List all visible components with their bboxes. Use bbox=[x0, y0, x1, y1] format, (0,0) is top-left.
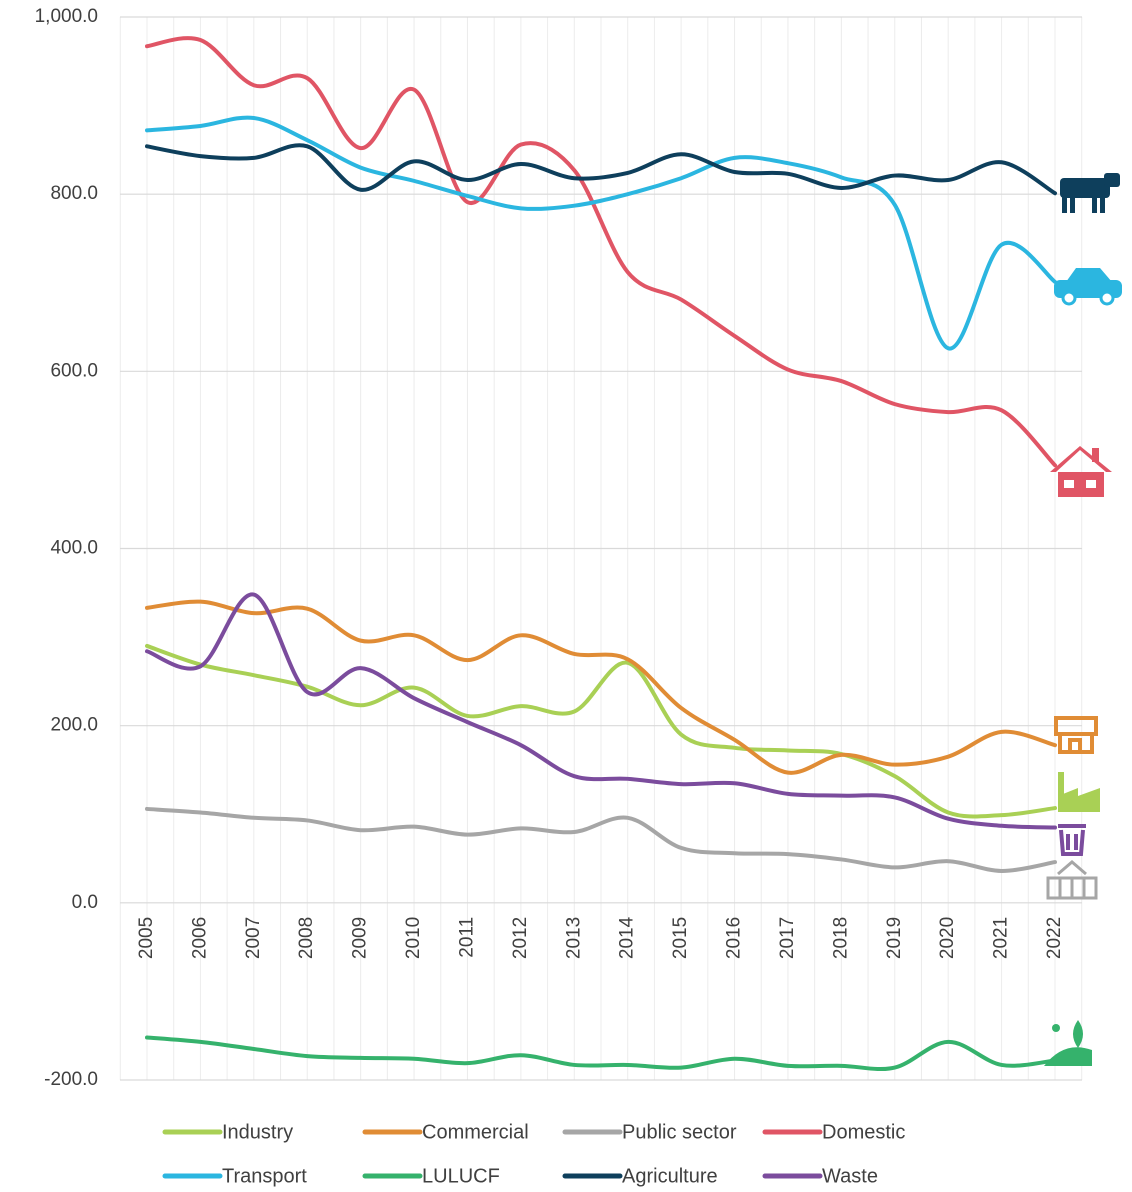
x-tick-label: 2013 bbox=[563, 917, 584, 959]
house-icon bbox=[1050, 446, 1112, 497]
y-tick-label: 0.0 bbox=[72, 892, 98, 913]
series-line bbox=[145, 36, 1057, 468]
shop-icon bbox=[1054, 716, 1098, 754]
legend-label: Industry bbox=[222, 1121, 293, 1143]
legend-label: Public sector bbox=[622, 1121, 737, 1143]
legend-label: Commercial bbox=[422, 1121, 529, 1143]
x-tick-label: 2008 bbox=[296, 917, 317, 959]
x-tick-label: 2014 bbox=[617, 916, 638, 959]
y-tick-label: 400.0 bbox=[50, 538, 98, 559]
x-tick-label: 2021 bbox=[991, 917, 1012, 959]
x-tick-label: 2016 bbox=[724, 917, 745, 959]
series-line bbox=[145, 643, 1057, 819]
x-tick-label: 2020 bbox=[937, 917, 958, 959]
y-tick-label: -200.0 bbox=[44, 1069, 98, 1090]
x-tick-label: 2012 bbox=[510, 917, 531, 959]
x-tick-label: 2018 bbox=[830, 917, 851, 959]
y-tick-label: 200.0 bbox=[50, 715, 98, 736]
x-tick-label: 2009 bbox=[350, 917, 371, 959]
legend-label: Domestic bbox=[822, 1121, 905, 1143]
y-tick-label: 1,000.0 bbox=[35, 6, 98, 27]
series-line bbox=[145, 115, 1057, 351]
x-tick-label: 2011 bbox=[456, 917, 477, 958]
legend-label: Transport bbox=[222, 1165, 307, 1187]
icons bbox=[1044, 173, 1122, 1066]
x-tick-label: 2019 bbox=[884, 917, 905, 959]
legend-label: Waste bbox=[822, 1165, 878, 1187]
series-line bbox=[145, 1035, 1057, 1072]
x-tick-label: 2022 bbox=[1044, 917, 1065, 959]
car-icon bbox=[1054, 268, 1122, 306]
legend-label: LULUCF bbox=[422, 1165, 500, 1187]
x-tick-label: 2015 bbox=[670, 917, 691, 959]
building-icon bbox=[1046, 860, 1098, 900]
bin-icon bbox=[1058, 824, 1086, 856]
series-line bbox=[145, 592, 1057, 830]
series-line bbox=[145, 806, 1057, 873]
x-tick-label: 2017 bbox=[777, 917, 798, 959]
factory-icon bbox=[1058, 772, 1100, 812]
land-icon bbox=[1044, 1020, 1092, 1066]
y-tick-label: 800.0 bbox=[50, 183, 98, 204]
cow-icon bbox=[1060, 173, 1120, 213]
series-line bbox=[145, 599, 1057, 775]
y-tick-label: 600.0 bbox=[50, 360, 98, 381]
x-tick-label: 2005 bbox=[136, 917, 157, 959]
plot: -200.0 0.0 200.0 400.0 600.0 800.0 1,000.0 2005… bbox=[35, 6, 1083, 1187]
x-tick-label: 2006 bbox=[189, 917, 210, 959]
series-line bbox=[145, 143, 1057, 196]
x-tick-label: 2007 bbox=[243, 917, 264, 959]
x-tick-label: 2010 bbox=[403, 917, 424, 959]
legend: Industry Commercial Public sector Domestic T… bbox=[162, 1121, 905, 1187]
legend-label: Agriculture bbox=[622, 1165, 718, 1187]
